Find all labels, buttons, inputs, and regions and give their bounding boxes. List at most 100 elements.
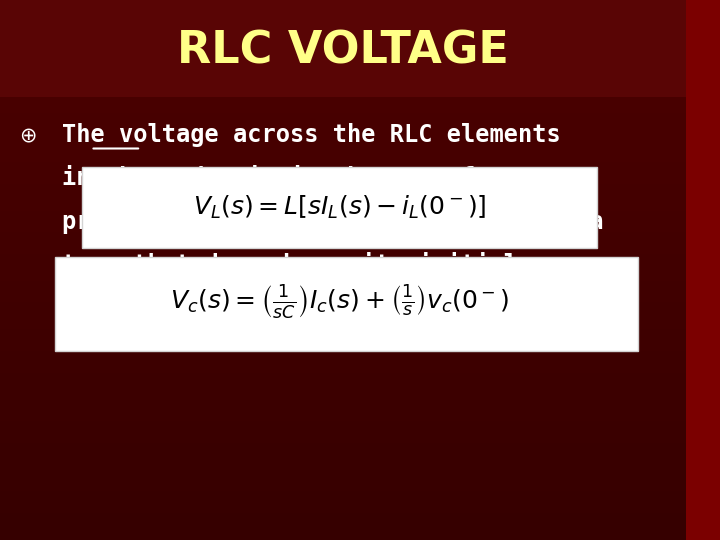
Text: The voltage across the RLC elements: The voltage across the RLC elements xyxy=(62,123,560,147)
FancyBboxPatch shape xyxy=(0,11,686,16)
FancyBboxPatch shape xyxy=(0,351,686,356)
FancyBboxPatch shape xyxy=(0,16,686,22)
FancyBboxPatch shape xyxy=(0,486,686,491)
FancyBboxPatch shape xyxy=(0,459,686,464)
FancyBboxPatch shape xyxy=(0,405,686,410)
FancyBboxPatch shape xyxy=(0,302,686,308)
FancyBboxPatch shape xyxy=(0,443,686,448)
FancyBboxPatch shape xyxy=(0,200,686,205)
FancyBboxPatch shape xyxy=(0,205,686,211)
FancyBboxPatch shape xyxy=(0,43,686,49)
FancyBboxPatch shape xyxy=(0,178,686,184)
FancyBboxPatch shape xyxy=(0,173,686,178)
FancyBboxPatch shape xyxy=(0,65,686,70)
FancyBboxPatch shape xyxy=(0,189,686,194)
FancyBboxPatch shape xyxy=(0,475,686,481)
FancyBboxPatch shape xyxy=(0,524,686,529)
FancyBboxPatch shape xyxy=(0,216,686,221)
FancyBboxPatch shape xyxy=(0,162,686,167)
FancyBboxPatch shape xyxy=(0,324,686,329)
FancyBboxPatch shape xyxy=(0,281,686,286)
FancyBboxPatch shape xyxy=(0,49,686,54)
FancyBboxPatch shape xyxy=(0,270,686,275)
FancyBboxPatch shape xyxy=(0,346,686,351)
FancyBboxPatch shape xyxy=(0,389,686,394)
FancyBboxPatch shape xyxy=(0,221,686,227)
FancyBboxPatch shape xyxy=(0,410,686,416)
FancyBboxPatch shape xyxy=(0,211,686,216)
FancyBboxPatch shape xyxy=(0,227,686,232)
Text: ⊕: ⊕ xyxy=(19,125,36,145)
FancyBboxPatch shape xyxy=(0,416,686,421)
FancyBboxPatch shape xyxy=(0,292,686,297)
FancyBboxPatch shape xyxy=(0,113,686,119)
FancyBboxPatch shape xyxy=(0,432,686,437)
FancyBboxPatch shape xyxy=(0,254,686,259)
FancyBboxPatch shape xyxy=(0,119,686,124)
FancyBboxPatch shape xyxy=(0,151,686,157)
FancyBboxPatch shape xyxy=(0,329,686,335)
FancyBboxPatch shape xyxy=(0,513,686,518)
FancyBboxPatch shape xyxy=(0,275,686,281)
FancyBboxPatch shape xyxy=(0,232,686,238)
FancyBboxPatch shape xyxy=(0,0,686,97)
Text: in the s-domain is the sum of a term: in the s-domain is the sum of a term xyxy=(62,166,575,190)
FancyBboxPatch shape xyxy=(0,22,686,27)
Text: condition.: condition. xyxy=(62,296,204,320)
FancyBboxPatch shape xyxy=(0,508,686,513)
FancyBboxPatch shape xyxy=(0,356,686,362)
FancyBboxPatch shape xyxy=(0,194,686,200)
FancyBboxPatch shape xyxy=(0,383,686,389)
FancyBboxPatch shape xyxy=(0,319,686,324)
FancyBboxPatch shape xyxy=(0,124,686,130)
FancyBboxPatch shape xyxy=(0,529,686,535)
FancyBboxPatch shape xyxy=(0,518,686,524)
FancyBboxPatch shape xyxy=(0,27,686,32)
FancyBboxPatch shape xyxy=(0,59,686,65)
FancyBboxPatch shape xyxy=(0,248,686,254)
FancyBboxPatch shape xyxy=(0,335,686,340)
FancyBboxPatch shape xyxy=(0,238,686,243)
FancyBboxPatch shape xyxy=(0,464,686,470)
FancyBboxPatch shape xyxy=(0,362,686,367)
FancyBboxPatch shape xyxy=(0,297,686,302)
FancyBboxPatch shape xyxy=(0,265,686,270)
FancyBboxPatch shape xyxy=(0,421,686,427)
FancyBboxPatch shape xyxy=(0,286,686,292)
FancyBboxPatch shape xyxy=(0,108,686,113)
FancyBboxPatch shape xyxy=(0,0,686,5)
FancyBboxPatch shape xyxy=(0,502,686,508)
Text: $V_L(s) = L[sI_L(s) - i_L(0^-)]$: $V_L(s) = L[sI_L(s) - i_L(0^-)]$ xyxy=(193,194,487,221)
FancyBboxPatch shape xyxy=(0,135,686,140)
FancyBboxPatch shape xyxy=(0,243,686,248)
FancyBboxPatch shape xyxy=(0,54,686,59)
Text: $V_c(s) = \left(\frac{1}{sC}\right)I_c(s) + \left(\frac{1}{s}\right)v_c(0^-)$: $V_c(s) = \left(\frac{1}{sC}\right)I_c(s… xyxy=(170,284,509,321)
FancyBboxPatch shape xyxy=(0,76,686,81)
FancyBboxPatch shape xyxy=(0,373,686,378)
FancyBboxPatch shape xyxy=(55,256,638,351)
FancyBboxPatch shape xyxy=(0,86,686,92)
FancyBboxPatch shape xyxy=(0,259,686,265)
FancyBboxPatch shape xyxy=(0,378,686,383)
FancyBboxPatch shape xyxy=(0,32,686,38)
FancyBboxPatch shape xyxy=(0,535,686,540)
FancyBboxPatch shape xyxy=(0,437,686,443)
FancyBboxPatch shape xyxy=(0,308,686,313)
FancyBboxPatch shape xyxy=(0,454,686,459)
FancyBboxPatch shape xyxy=(0,448,686,454)
FancyBboxPatch shape xyxy=(0,400,686,405)
FancyBboxPatch shape xyxy=(0,70,686,76)
Text: proportional to its current I(s) and a: proportional to its current I(s) and a xyxy=(62,209,603,234)
FancyBboxPatch shape xyxy=(0,184,686,189)
FancyBboxPatch shape xyxy=(0,491,686,497)
FancyBboxPatch shape xyxy=(82,167,597,248)
FancyBboxPatch shape xyxy=(0,394,686,400)
FancyBboxPatch shape xyxy=(0,146,686,151)
FancyBboxPatch shape xyxy=(0,157,686,162)
FancyBboxPatch shape xyxy=(0,340,686,346)
FancyBboxPatch shape xyxy=(0,103,686,108)
FancyBboxPatch shape xyxy=(0,5,686,11)
Text: term that depends on its initial: term that depends on its initial xyxy=(62,252,518,277)
FancyBboxPatch shape xyxy=(0,367,686,373)
FancyBboxPatch shape xyxy=(0,130,686,135)
